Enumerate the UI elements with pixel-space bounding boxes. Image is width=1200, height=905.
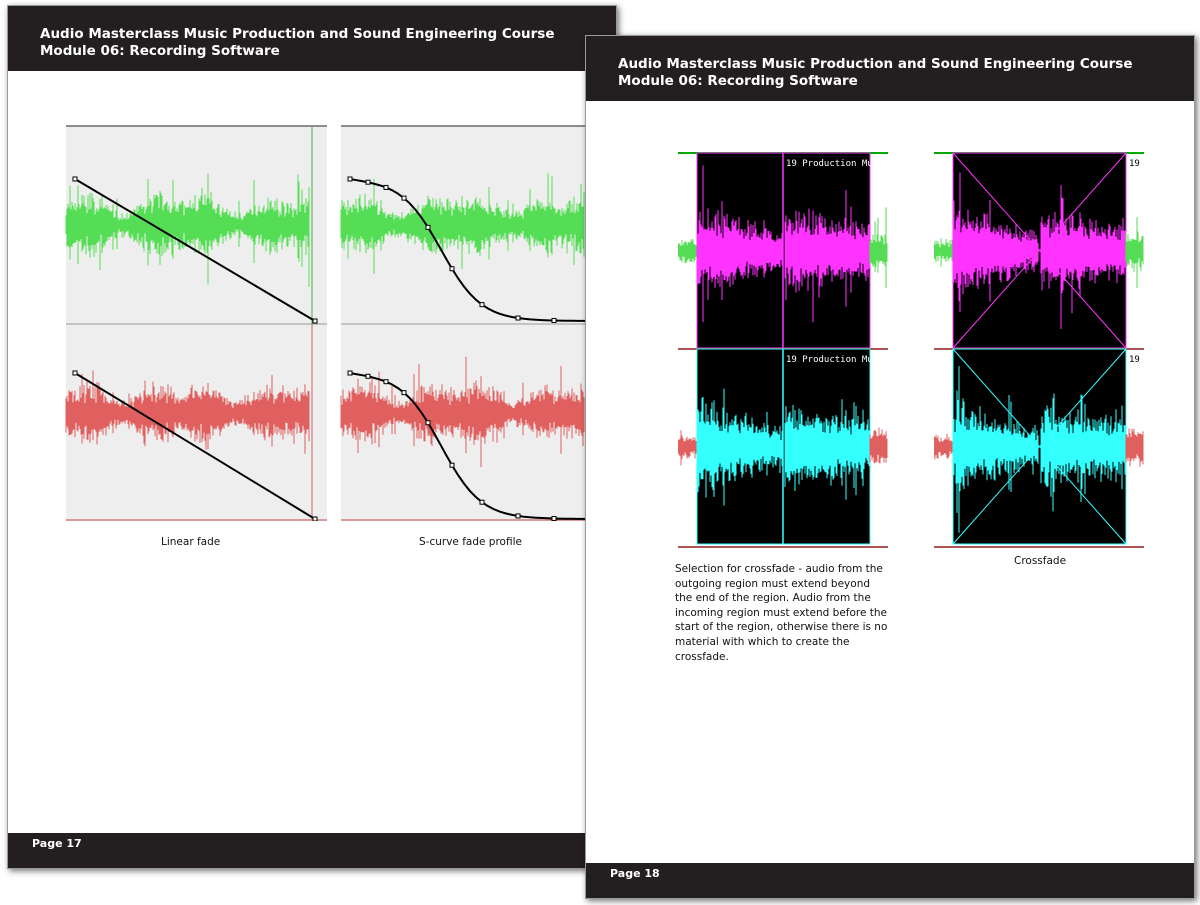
fade-node bbox=[383, 184, 389, 190]
region-label: 19 Production Music- bbox=[786, 355, 888, 365]
page-footer: Page 18 bbox=[586, 863, 1194, 898]
fade-in-line bbox=[952, 348, 1127, 545]
page-footer: Page 17 bbox=[8, 833, 616, 868]
waveform bbox=[952, 365, 1039, 533]
fade-node bbox=[479, 302, 485, 308]
fade-curve bbox=[349, 178, 591, 322]
page-number: Page 17 bbox=[32, 837, 82, 850]
figure-description: Selection for crossfade - audio from the… bbox=[675, 563, 888, 663]
fade-in-line bbox=[952, 152, 1127, 349]
fade-node bbox=[365, 373, 371, 379]
waveform bbox=[678, 430, 697, 466]
waveform bbox=[784, 190, 870, 323]
figure-caption: S-curve fade profile bbox=[419, 536, 522, 548]
fade-node bbox=[479, 499, 485, 505]
waveform bbox=[340, 356, 585, 468]
linear-fade-figure bbox=[65, 125, 327, 521]
fade-node bbox=[551, 515, 557, 521]
fade-node bbox=[72, 176, 78, 182]
fade-curve bbox=[74, 372, 316, 520]
fade-curve bbox=[349, 372, 591, 520]
fade-node bbox=[312, 516, 318, 521]
crossfade-selection-figure: 19 Production Music- 19 Production Music- bbox=[678, 152, 888, 548]
course-title: Audio Masterclass Music Production and S… bbox=[40, 26, 555, 42]
region-label: 19 Production Music- bbox=[786, 159, 888, 169]
waveform bbox=[678, 238, 697, 264]
fade-node bbox=[401, 195, 407, 201]
waveform bbox=[869, 207, 888, 288]
waveform bbox=[952, 172, 1039, 312]
region-label: 19 bbox=[1129, 355, 1140, 365]
fade-node bbox=[365, 179, 371, 185]
waveform bbox=[934, 433, 953, 460]
page-header: Audio Masterclass Music Production and S… bbox=[8, 6, 616, 71]
fade-node bbox=[72, 370, 78, 376]
course-title: Audio Masterclass Music Production and S… bbox=[618, 56, 1133, 72]
waveform bbox=[696, 388, 783, 506]
page-number: Page 18 bbox=[610, 867, 660, 880]
module-title: Module 06: Recording Software bbox=[40, 43, 280, 59]
fade-node bbox=[425, 224, 431, 230]
fade-node bbox=[347, 176, 353, 182]
waveform bbox=[1040, 185, 1126, 330]
fade-node bbox=[515, 315, 521, 321]
page-header: Audio Masterclass Music Production and S… bbox=[586, 36, 1194, 101]
fade-node bbox=[401, 390, 407, 396]
waveform bbox=[65, 370, 310, 454]
waveform bbox=[1125, 217, 1144, 289]
fade-node bbox=[449, 462, 455, 468]
fade-node bbox=[347, 370, 353, 376]
waveform bbox=[1125, 428, 1144, 467]
fade-curve bbox=[74, 178, 316, 322]
region-label: 19 bbox=[1129, 159, 1140, 169]
s-curve-fade-figure bbox=[340, 125, 602, 521]
waveform bbox=[784, 399, 870, 500]
page-17: Audio Masterclass Music Production and S… bbox=[7, 5, 617, 869]
fade-node bbox=[551, 317, 557, 323]
fade-node bbox=[383, 379, 389, 385]
fade-node bbox=[449, 266, 455, 272]
waveform bbox=[696, 165, 783, 323]
waveform bbox=[1040, 393, 1126, 512]
page-18: Audio Masterclass Music Production and S… bbox=[585, 35, 1195, 899]
waveform bbox=[340, 173, 585, 274]
waveform bbox=[869, 427, 888, 464]
waveform bbox=[65, 173, 310, 287]
fade-node bbox=[312, 318, 318, 324]
figure-caption: Linear fade bbox=[161, 536, 221, 548]
module-title: Module 06: Recording Software bbox=[618, 73, 858, 89]
figure-caption: Crossfade bbox=[1014, 555, 1067, 567]
fade-node bbox=[515, 513, 521, 519]
fade-node bbox=[425, 420, 431, 426]
waveform bbox=[934, 238, 953, 267]
